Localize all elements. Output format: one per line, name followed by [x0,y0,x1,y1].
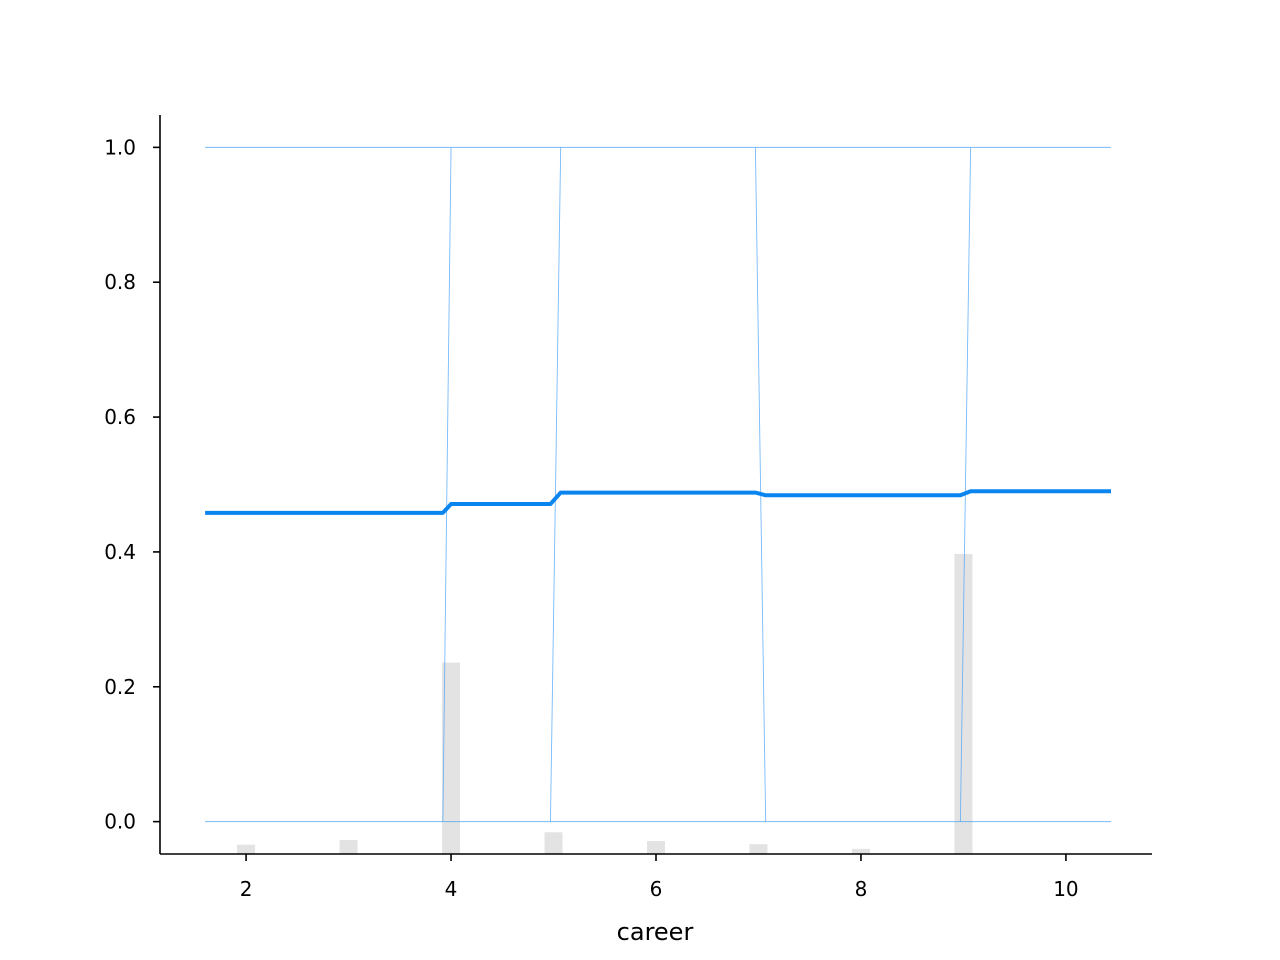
x-axis-label: career [617,918,694,946]
histogram-bar [954,553,973,854]
y-tick-label: 0.8 [104,270,136,294]
average-line [205,489,1112,515]
histogram-bar [749,844,768,854]
individual-line [754,147,767,822]
y-tick-label: 0.0 [104,810,136,834]
x-tick-label: 2 [240,877,253,901]
x-tick-label: 4 [445,877,458,901]
histogram-bar [544,832,563,854]
y-tick-label: 0.4 [104,540,136,564]
y-tick-label: 0.6 [104,405,136,429]
x-tick-label: 10 [1053,877,1078,901]
histogram-layer [237,553,973,854]
average-line-layer [205,489,1112,515]
histogram-bar [237,844,256,854]
y-tick-label: 0.2 [104,675,136,699]
individual-line [959,147,972,822]
individual-line [549,147,562,822]
histogram-bar [339,840,358,854]
y-tick-label: 1.0 [104,135,136,159]
individual-lines-layer [205,146,1112,823]
x-tick-label: 6 [650,877,663,901]
axes: 2 4 6 8 10 0.0 0.2 0.4 0.6 0.8 1.0 [104,115,1152,901]
individual-line [442,147,452,822]
histogram-bar [851,848,870,854]
histogram-bar [647,841,665,854]
x-tick-label: 8 [855,877,868,901]
histogram-bar [442,662,461,854]
